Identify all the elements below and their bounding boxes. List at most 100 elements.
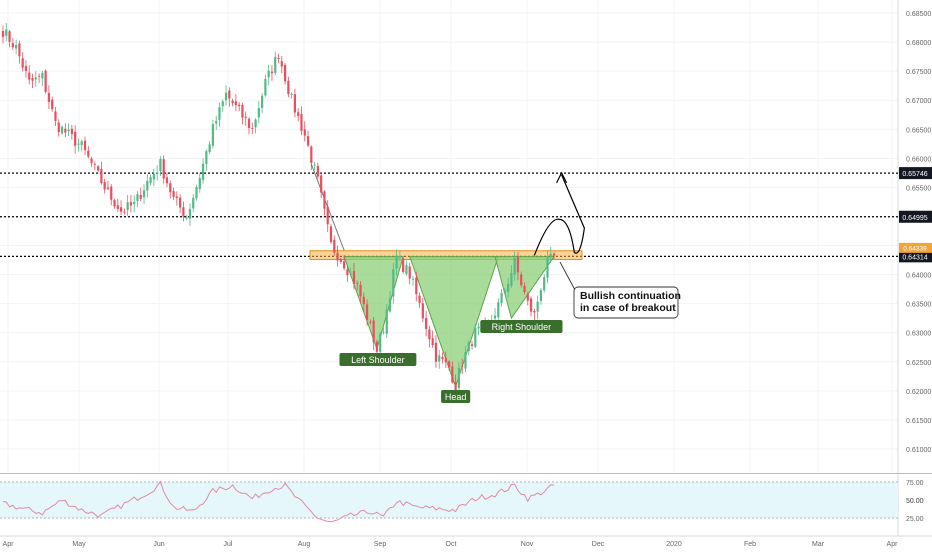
candle-body [343,261,346,269]
rsi-tick-label: 25.00 [906,516,924,523]
candle-body [507,283,510,292]
candle-body [372,320,375,342]
candle-body [536,301,539,312]
y-tick-label: 0.62500 [906,360,931,367]
candle-body [261,95,264,108]
candle-body [333,239,336,253]
candle-body [356,282,359,284]
candle-body [447,361,451,368]
candle-body [11,43,14,48]
candle-body [103,181,106,190]
x-tick-label: Feb [744,541,756,548]
callout-line: Bullish continuation [580,290,681,302]
axes: 0.68500 0.68000 0.67500 0.67000 0.66500 0.660… [3,11,932,548]
candle-body [241,104,244,118]
candle-body [326,206,329,225]
y-tick-label: 0.64000 [906,273,931,280]
candle-body [310,146,313,163]
candle-body [110,186,113,200]
level-price-label: 0.64314 [899,250,932,263]
candle-body [74,131,77,146]
candle-body [159,158,162,171]
y-tick-label: 0.68500 [906,11,931,18]
candle-body [375,341,379,352]
candle-body [323,191,326,209]
candle-body [15,44,18,49]
candle-body [24,66,28,71]
candle-body [477,326,480,329]
candle-body [470,344,474,346]
candle-body [398,256,401,257]
candle-body [523,285,526,292]
level-price-label: 0.64995 [899,210,932,223]
last-price-label: 0.64339 [899,242,932,253]
candle-body [97,166,100,171]
x-tick-label: Apr [3,541,15,548]
candle-body [146,180,149,191]
candle-body [77,143,80,145]
x-tick-label: May [72,541,86,548]
rsi-line [2,480,555,523]
candle-body [369,321,372,323]
candle-body [41,72,44,79]
candle-body [195,186,198,199]
candle-body [388,298,392,312]
level-price-label: 0.65746 [899,167,932,180]
candle-body [1,31,5,37]
candle-body [264,78,267,96]
candle-body [441,356,444,360]
candle-body [493,315,497,319]
y-tick-label: 0.67500 [906,69,931,76]
candle-body [211,124,215,146]
x-tick-label: Dec [592,541,605,548]
candle-body [500,292,503,304]
y-tick-label: 0.61000 [906,447,931,454]
candle-body [28,72,31,80]
candle-body [513,258,516,275]
candle-body [179,197,182,208]
left-shoulder-label: Left Shoulder [339,353,417,366]
y-tick-label: 0.66500 [906,127,931,134]
candle-body [21,58,24,68]
candle-body [425,318,428,330]
candle-body [201,163,205,180]
candle-body [244,116,247,118]
candle-body [293,94,297,113]
candle-body [418,295,421,303]
candle-body [218,107,221,120]
candle-body [474,327,477,347]
x-tick-label: Aug [298,541,311,548]
callout-line: in case of breakout [580,302,676,314]
candle-body [392,269,395,297]
candle-body [51,99,54,110]
candle-body [290,93,293,95]
candle-body [431,338,434,345]
candle-body [510,272,513,286]
candle-body [497,302,500,318]
candle-body [90,158,93,164]
y-tick-label: 0.62000 [906,389,931,396]
candle-body [365,304,369,321]
candle-body [451,366,454,383]
candle-body [156,172,159,174]
candle-body [421,303,424,319]
candle-body [533,310,536,313]
candle-body [529,298,533,312]
y-tick-label: 0.63000 [906,331,931,338]
candle-body [106,187,110,189]
candle-body [37,75,41,77]
candle-body [438,355,441,362]
candle-body [175,196,178,198]
candle-body [297,112,300,116]
candle-body [113,200,116,207]
candle-body [549,253,552,256]
candle-body [64,128,67,133]
candle-body [402,258,405,273]
candle-body [169,183,172,193]
candle-body [316,165,319,177]
candle-body [172,191,175,197]
x-tick-label: Mar [812,541,825,548]
candle-body [428,329,431,340]
